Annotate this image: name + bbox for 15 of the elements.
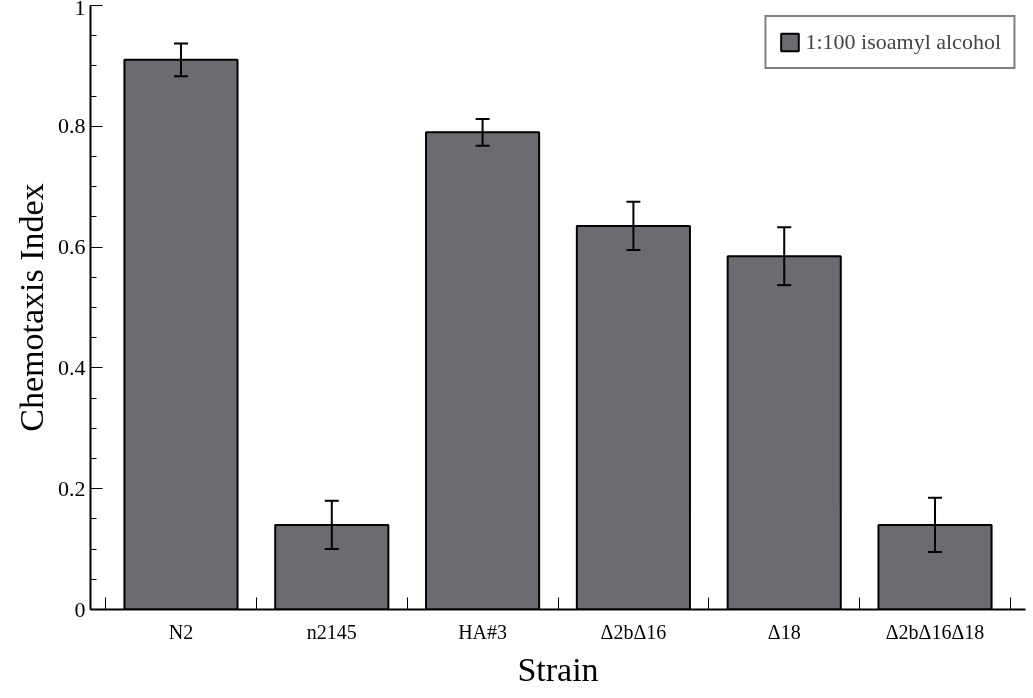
y-tick-label: 0.2 bbox=[58, 475, 86, 501]
x-tick-label: Δ2bΔ16 bbox=[600, 620, 667, 643]
x-tick-label: N2 bbox=[168, 620, 194, 643]
x-tick-label: n2145 bbox=[306, 620, 357, 643]
y-tick-label: 1 bbox=[74, 0, 86, 20]
y-tick-label: 0.4 bbox=[58, 354, 86, 380]
x-tick-label: Δ2bΔ16Δ18 bbox=[885, 620, 985, 643]
x-tick-label: Δ18 bbox=[767, 620, 801, 643]
x-tick-label: HA#3 bbox=[458, 620, 508, 643]
x-axis-title: Strain bbox=[517, 650, 599, 688]
legend-label: 1:100 isoamyl alcohol bbox=[805, 29, 1001, 55]
y-tick-label: 0 bbox=[74, 596, 86, 622]
y-tick-label: 0.8 bbox=[58, 113, 86, 139]
y-axis-title: Chemotaxis Index bbox=[13, 183, 50, 432]
y-tick-label: 0.6 bbox=[58, 234, 86, 260]
